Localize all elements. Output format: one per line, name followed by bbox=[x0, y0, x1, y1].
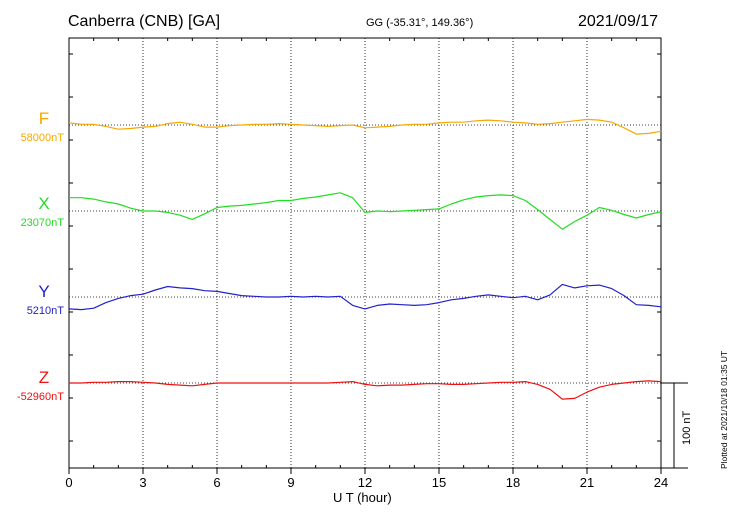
trace-z bbox=[69, 380, 662, 400]
trace-y bbox=[68, 283, 662, 311]
series-name-x: X bbox=[38, 194, 49, 213]
x-tick-label: 15 bbox=[432, 475, 446, 490]
trace-f bbox=[68, 118, 662, 135]
station-title: Canberra (CNB) [GA] bbox=[68, 13, 221, 30]
series-name-z: Z bbox=[39, 368, 49, 387]
series-baseline-label-x: 23070nT bbox=[21, 217, 65, 229]
series-baseline-label-y: 5210nT bbox=[27, 305, 65, 317]
x-tick-label: 0 bbox=[65, 475, 72, 490]
x-tick-label: 3 bbox=[139, 475, 146, 490]
coordinates-label: GG (-35.31°, 149.36°) bbox=[366, 17, 474, 29]
series-name-f: F bbox=[39, 109, 49, 128]
x-tick-label: 6 bbox=[213, 475, 220, 490]
x-tick-label: 18 bbox=[506, 475, 520, 490]
x-tick-label: 12 bbox=[358, 475, 372, 490]
series-baseline-label-f: 58000nT bbox=[21, 132, 65, 144]
x-tick-label: 21 bbox=[580, 475, 594, 490]
series-name-y: Y bbox=[38, 282, 49, 301]
trace-x bbox=[69, 192, 662, 230]
scale-bar-label: 100 nT bbox=[681, 410, 693, 445]
series-baseline-label-z: -52960nT bbox=[17, 391, 64, 403]
x-axis-label: U T (hour) bbox=[333, 490, 392, 505]
x-tick-label: 9 bbox=[287, 475, 294, 490]
x-tick-label: 24 bbox=[654, 475, 668, 490]
date-label: 2021/09/17 bbox=[578, 13, 659, 30]
plot-frame bbox=[68, 37, 662, 469]
plotted-timestamp: Plotted at 2021/10/18 01:35 UT bbox=[719, 350, 729, 469]
